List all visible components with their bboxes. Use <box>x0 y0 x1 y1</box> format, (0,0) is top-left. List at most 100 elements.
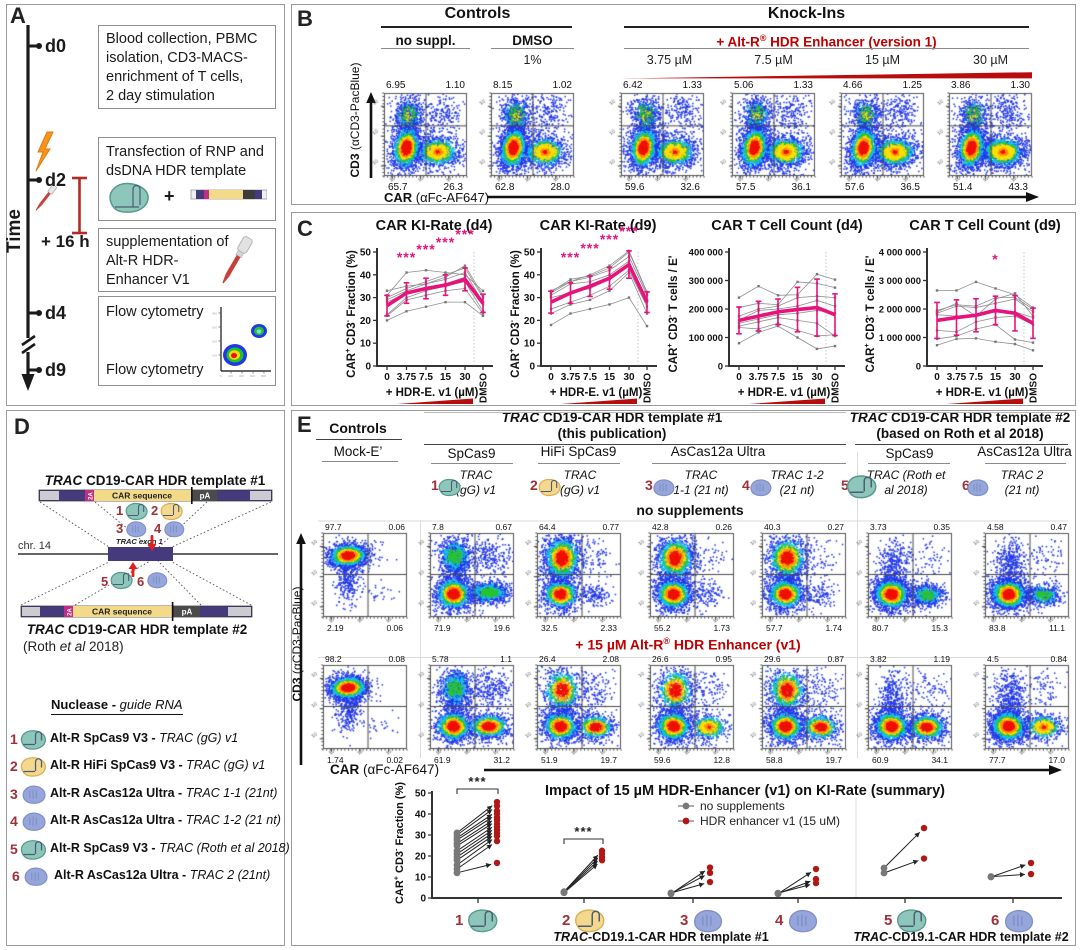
svg-text:4 000 000: 4 000 000 <box>879 248 921 259</box>
svg-text:+: + <box>164 186 175 206</box>
svg-text:pA: pA <box>182 608 193 617</box>
svg-text:30: 30 <box>1009 372 1021 383</box>
svg-text:0: 0 <box>220 374 222 378</box>
svg-text:no supplements: no supplements <box>700 799 785 813</box>
svg-text:10: 10 <box>415 873 427 884</box>
svg-text:***: *** <box>580 240 599 256</box>
svg-text:***: *** <box>600 231 619 247</box>
svg-text:chr. 14: chr. 14 <box>18 540 51 552</box>
svg-text:7.5: 7.5 <box>771 372 785 383</box>
svg-text:CAR KI-Rate (d9): CAR KI-Rate (d9) <box>540 218 657 234</box>
svg-text:3: 3 <box>10 786 18 802</box>
svg-text:2 000 000: 2 000 000 <box>879 305 921 316</box>
svg-text:30: 30 <box>459 372 471 383</box>
svg-text:0: 0 <box>365 362 371 373</box>
svg-text:2: 2 <box>151 503 158 518</box>
svg-text:40: 40 <box>524 270 536 281</box>
svg-text:30: 30 <box>623 372 635 383</box>
svg-text:CAR T Cell Count (d9): CAR T Cell Count (d9) <box>909 218 1061 234</box>
svg-text:10: 10 <box>360 339 372 350</box>
svg-text:*: * <box>992 251 998 267</box>
svg-text:40: 40 <box>415 810 427 821</box>
svg-text:800: 800 <box>261 374 266 378</box>
svg-text:TRAC exon 1: TRAC exon 1 <box>116 537 163 546</box>
svg-text:4: 4 <box>775 912 784 929</box>
svg-text:+ HDR-E. v1 (µM): + HDR-E. v1 (µM) <box>738 387 831 399</box>
svg-text:20: 20 <box>524 316 536 327</box>
svg-text:1: 1 <box>455 912 463 929</box>
svg-text:pA: pA <box>200 492 211 501</box>
svg-text:HDR enhancer v1 (15 uM): HDR enhancer v1 (15 uM) <box>700 814 840 828</box>
svg-text:50: 50 <box>415 789 427 800</box>
svg-text:3 000 000: 3 000 000 <box>879 276 921 287</box>
svg-text:2A: 2A <box>89 491 95 499</box>
svg-text:20: 20 <box>360 316 372 327</box>
svg-text:300: 300 <box>212 326 217 330</box>
svg-text:15: 15 <box>990 372 1002 383</box>
svg-text:***: *** <box>397 249 416 265</box>
svg-text:***: *** <box>455 226 474 242</box>
svg-text:1: 1 <box>116 503 123 518</box>
svg-text:7.5: 7.5 <box>419 372 433 383</box>
svg-text:DMSO: DMSO <box>479 373 490 403</box>
svg-text:4: 4 <box>154 521 162 536</box>
svg-text:0: 0 <box>718 362 723 373</box>
svg-text:0: 0 <box>548 372 554 383</box>
svg-text:15: 15 <box>604 372 616 383</box>
svg-text:100 000: 100 000 <box>689 333 723 344</box>
svg-text:***: *** <box>561 249 580 265</box>
svg-text:3.75: 3.75 <box>561 372 581 383</box>
svg-text:0: 0 <box>736 372 742 383</box>
svg-text:***: *** <box>416 241 435 257</box>
svg-text:TRAC-CD19.1-CAR HDR template #: TRAC-CD19.1-CAR HDR template #1 <box>553 930 768 944</box>
svg-text:3.75: 3.75 <box>397 372 417 383</box>
svg-text:15: 15 <box>440 372 452 383</box>
svg-text:100: 100 <box>212 354 217 358</box>
svg-text:6: 6 <box>991 912 999 929</box>
svg-text:200: 200 <box>212 340 217 344</box>
svg-text:0: 0 <box>916 362 921 373</box>
svg-text:400: 400 <box>212 312 217 316</box>
svg-text:0: 0 <box>384 372 390 383</box>
svg-text:600: 600 <box>250 374 255 378</box>
svg-text:2A: 2A <box>68 607 74 615</box>
svg-text:200 000: 200 000 <box>689 305 723 316</box>
svg-text:7.5: 7.5 <box>969 372 983 383</box>
svg-text:***: *** <box>436 234 455 250</box>
svg-text:3.75: 3.75 <box>749 372 769 383</box>
svg-text:CAR T Cell Count (d4): CAR T Cell Count (d4) <box>711 218 863 234</box>
svg-text:***: *** <box>619 223 638 239</box>
svg-text:300 000: 300 000 <box>689 276 723 287</box>
svg-text:400: 400 <box>239 374 244 378</box>
svg-text:5: 5 <box>101 574 108 589</box>
svg-text:***: *** <box>468 774 486 789</box>
svg-text:***: *** <box>574 824 592 839</box>
svg-text:30: 30 <box>415 831 427 842</box>
svg-text:3: 3 <box>680 912 688 929</box>
svg-text:200: 200 <box>228 374 233 378</box>
svg-text:+ HDR-E. v1 (µM): + HDR-E. v1 (µM) <box>550 387 643 399</box>
svg-text:DMSO: DMSO <box>831 373 842 403</box>
svg-text:20: 20 <box>415 852 427 863</box>
svg-text:30: 30 <box>360 293 372 304</box>
svg-text:5: 5 <box>884 912 892 929</box>
svg-text:0: 0 <box>529 362 535 373</box>
svg-text:30: 30 <box>524 293 536 304</box>
svg-text:+ HDR-E. v1 (µM): + HDR-E. v1 (µM) <box>386 387 479 399</box>
svg-text:TRAC-CD19.1-CAR HDR template #: TRAC-CD19.1-CAR HDR template #2 <box>853 930 1068 944</box>
svg-text:30: 30 <box>811 372 823 383</box>
svg-text:2: 2 <box>10 758 18 774</box>
svg-text:4: 4 <box>10 813 18 829</box>
svg-text:1: 1 <box>10 731 18 747</box>
svg-text:15: 15 <box>792 372 804 383</box>
svg-text:7.5: 7.5 <box>583 372 597 383</box>
svg-text:3: 3 <box>116 521 123 536</box>
svg-text:2: 2 <box>562 912 570 929</box>
svg-text:6: 6 <box>137 574 144 589</box>
svg-text:6: 6 <box>12 868 20 884</box>
svg-text:400 000: 400 000 <box>689 248 723 259</box>
svg-text:Impact of 15 µM HDR-Enhancer (: Impact of 15 µM HDR-Enhancer (v1) on KI-… <box>545 783 945 799</box>
svg-text:40: 40 <box>360 270 372 281</box>
svg-text:CAR sequence: CAR sequence <box>92 607 152 617</box>
svg-text:DMSO: DMSO <box>643 373 654 403</box>
